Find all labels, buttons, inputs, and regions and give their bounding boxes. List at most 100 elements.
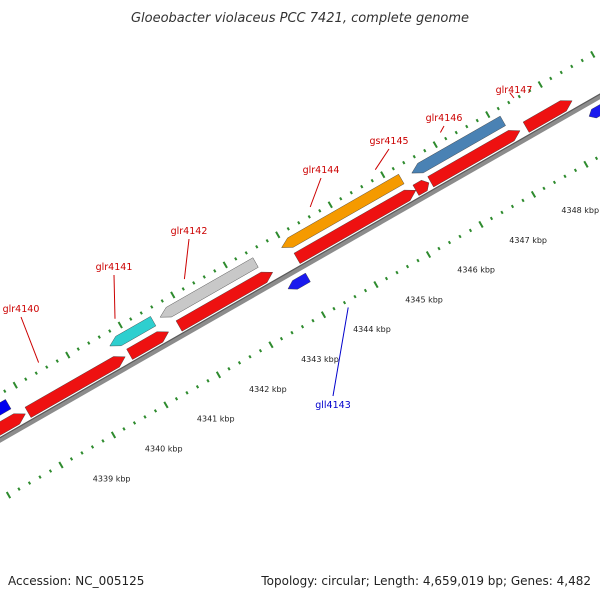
scale-tick-inner <box>174 397 179 401</box>
scale-tick-inner <box>552 180 557 185</box>
scale-tick-inner <box>206 379 210 383</box>
scale-tick-inner <box>416 258 420 263</box>
scale-tick-outer <box>181 287 185 291</box>
scale-tick-inner <box>38 475 42 479</box>
scale-tick-inner <box>122 427 126 431</box>
gene-label: glr4141 <box>96 262 133 273</box>
glr4142-cog <box>159 257 259 318</box>
scale-tick-outer <box>139 311 143 315</box>
scale-tick-inner <box>69 457 74 461</box>
scale-tick-outer <box>12 381 18 389</box>
gene-label-leader <box>309 177 322 208</box>
scale-tick-outer <box>160 299 164 303</box>
scale-tick-inner <box>110 431 117 439</box>
scale-tick-outer <box>150 305 154 309</box>
scale-tick-outer <box>537 80 543 89</box>
scale-tick-outer <box>465 124 469 129</box>
scale-tick-outer <box>3 389 7 393</box>
scale-tick-inner <box>395 270 399 275</box>
scale-tick-inner <box>195 385 200 389</box>
gene-label-leader <box>183 238 190 280</box>
scale-tick-outer <box>97 335 101 339</box>
scale-tick-inner <box>17 487 21 491</box>
scale-tick-inner <box>237 360 242 365</box>
scale-tick-inner <box>58 461 64 469</box>
scale-tick-outer <box>55 359 59 363</box>
scale-tick-outer <box>570 64 574 69</box>
scale-tick-inner <box>384 276 389 281</box>
scale-tick-outer <box>485 111 491 119</box>
scale-tick-outer <box>402 160 406 165</box>
gene-label: gll4143 <box>315 400 351 411</box>
scale-tick-outer <box>117 321 123 329</box>
kbp-label: 4343 kbp <box>301 355 339 364</box>
scale-tick-inner <box>27 481 32 485</box>
scale-tick-outer <box>528 88 532 93</box>
scale-tick-inner <box>521 198 525 203</box>
scale-tick-outer <box>24 377 28 381</box>
gene-label: glr4142 <box>171 226 208 237</box>
scale-tick-inner <box>353 294 357 299</box>
scale-tick-inner <box>594 156 599 161</box>
gene-label: glr4146 <box>426 113 463 124</box>
scale-tick-inner <box>227 366 231 371</box>
scale-tick-inner <box>101 439 105 443</box>
cds-c <box>126 331 169 360</box>
scale-tick-outer <box>517 94 521 99</box>
gene-label-leader <box>439 125 445 133</box>
scale-tick-outer <box>391 166 395 171</box>
scale-tick-outer <box>234 257 238 261</box>
scale-tick-inner <box>468 228 473 233</box>
scale-tick-outer <box>307 214 311 219</box>
kbp-label: 4341 kbp <box>197 415 235 424</box>
scale-tick-inner <box>163 401 169 409</box>
scale-tick-outer <box>454 130 458 135</box>
scale-tick-inner <box>300 324 305 329</box>
map-title: Gloeobacter violaceus PCC 7421, complete… <box>131 11 469 26</box>
scale-tick-inner <box>185 391 189 395</box>
scale-tick-inner <box>80 451 84 455</box>
cds-h <box>522 100 573 133</box>
glr4146-cog <box>411 115 506 174</box>
scale-tick-inner <box>143 415 147 419</box>
scale-tick-outer <box>286 227 290 231</box>
scale-tick-outer <box>412 154 416 159</box>
scale-tick-inner <box>489 216 494 221</box>
scale-tick-outer <box>496 106 500 111</box>
cds-g <box>427 130 521 188</box>
scale-tick-outer <box>423 148 427 153</box>
scale-tick-outer <box>297 221 301 225</box>
scale-tick-outer <box>349 190 353 195</box>
kbp-label: 4340 kbp <box>145 445 183 454</box>
kbp-label: 4346 kbp <box>457 266 495 275</box>
scale-tick-inner <box>530 190 537 198</box>
cds-a <box>0 413 26 436</box>
scale-tick-inner <box>248 354 252 359</box>
scale-tick-outer <box>87 341 91 345</box>
scale-tick-inner <box>573 168 578 173</box>
scale-tick-inner <box>279 336 284 341</box>
scale-tick-outer <box>339 196 343 201</box>
cds-f <box>412 179 430 196</box>
scale-tick-outer <box>76 347 80 351</box>
scale-tick-outer <box>255 245 259 249</box>
scale-tick-inner <box>342 300 347 305</box>
scale-tick-inner <box>583 160 589 168</box>
kbp-label: 4339 kbp <box>93 474 131 483</box>
gene-label-leader <box>332 307 349 397</box>
scale-tick-outer <box>327 201 333 209</box>
scale-tick-outer <box>45 365 49 369</box>
cds-e <box>293 189 417 264</box>
genome-summary-text: Topology: circular; Length: 4,659,019 bp… <box>260 574 591 588</box>
scale-tick-outer <box>360 184 364 189</box>
scale-tick-inner <box>90 445 95 449</box>
scale-tick-inner <box>363 288 368 293</box>
kbp-label: 4348 kbp <box>561 206 599 215</box>
scale-tick-inner <box>563 174 567 179</box>
scale-tick-outer <box>559 70 563 75</box>
gene-label-leader <box>374 148 390 170</box>
kbp-label: 4347 kbp <box>509 236 547 245</box>
scale-tick-inner <box>405 264 410 269</box>
scale-tick-outer <box>380 171 386 179</box>
scale-tick-inner <box>542 186 546 191</box>
